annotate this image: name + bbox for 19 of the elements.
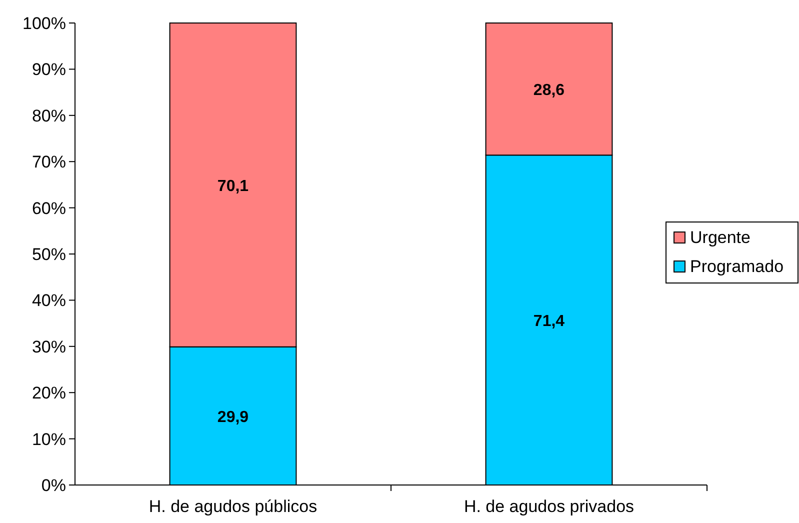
y-tick-label: 20% (32, 384, 66, 403)
y-tick-label: 80% (32, 106, 66, 126)
data-label: 29,9 (217, 408, 249, 426)
data-label: 70,1 (217, 178, 249, 195)
legend-label: Urgente (690, 228, 750, 247)
y-tick-label: 100% (22, 14, 66, 33)
data-label: 71,4 (533, 313, 565, 330)
data-label: 28,6 (533, 82, 565, 100)
y-tick-label: 60% (32, 198, 66, 218)
y-tick-label: 90% (32, 60, 66, 80)
y-tick-label: 10% (32, 430, 66, 449)
legend-label: Programado (690, 257, 784, 276)
x-tick-label: H. de agudos públicos (148, 497, 318, 516)
y-tick-label: 40% (32, 291, 66, 310)
y-tick-label: 70% (32, 152, 66, 172)
y-tick-label: 50% (32, 245, 66, 264)
y-tick-label: 0% (41, 476, 66, 495)
x-tick-label: H. de agudos privados (464, 497, 634, 516)
y-tick-label: 30% (32, 337, 66, 356)
